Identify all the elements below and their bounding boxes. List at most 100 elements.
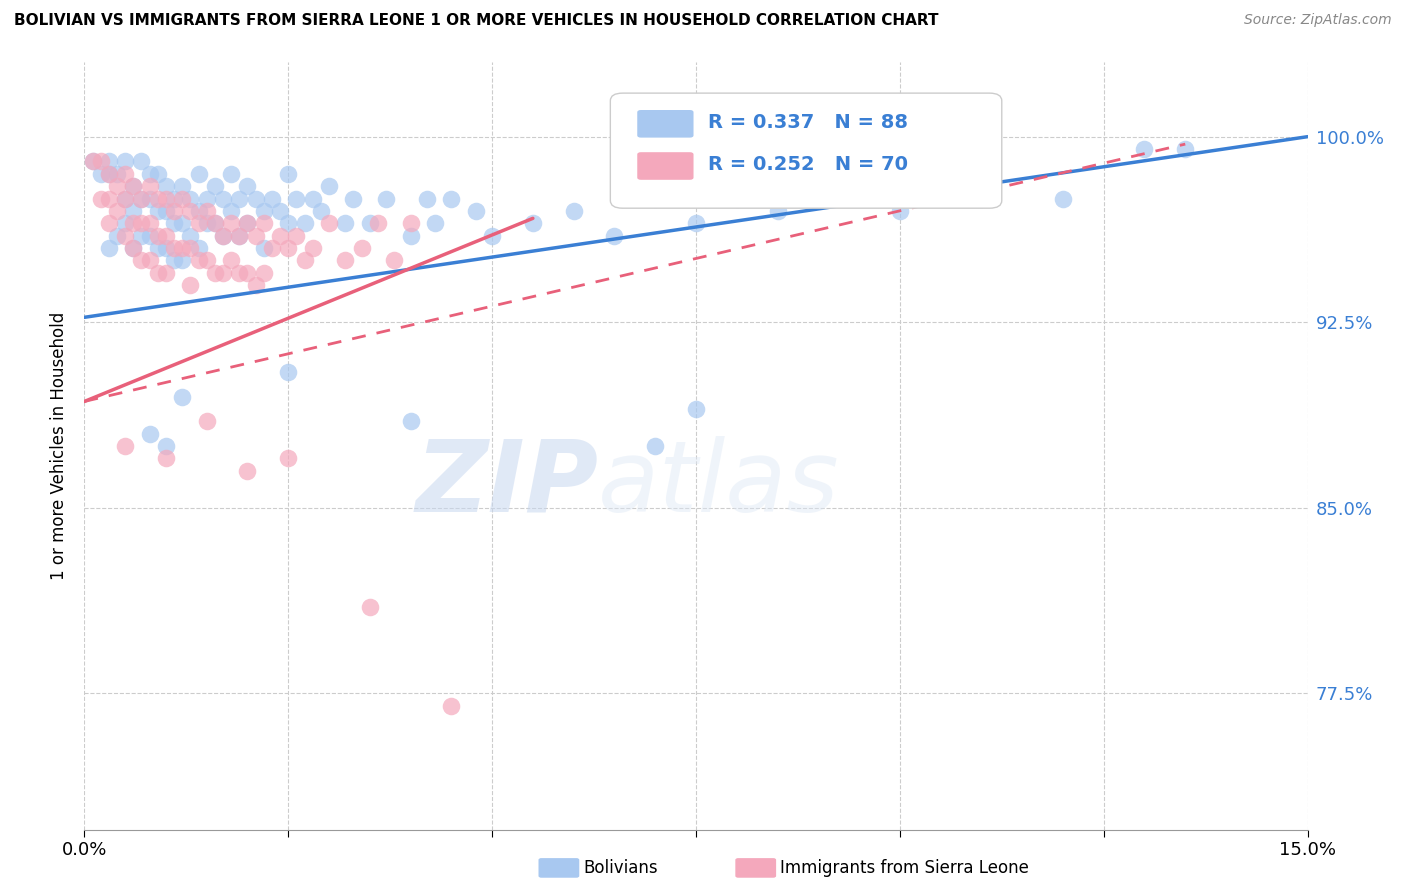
Point	[122, 179, 145, 194]
Point	[172, 253, 194, 268]
Point	[228, 228, 250, 243]
Point	[375, 192, 398, 206]
Point	[889, 203, 911, 218]
Point	[179, 241, 201, 255]
Point	[423, 216, 446, 230]
Point	[155, 228, 177, 243]
Point	[212, 266, 235, 280]
Point	[301, 241, 323, 255]
Point	[440, 192, 463, 206]
Point	[359, 216, 381, 230]
Point	[382, 253, 405, 268]
Point	[90, 192, 112, 206]
Point	[685, 401, 707, 416]
Point	[114, 167, 136, 181]
Point	[970, 192, 993, 206]
Point	[187, 167, 209, 181]
Point	[97, 241, 120, 255]
Point	[294, 216, 316, 230]
Point	[269, 203, 291, 218]
Point	[195, 203, 218, 218]
Point	[253, 216, 276, 230]
Point	[277, 241, 299, 255]
Point	[97, 192, 120, 206]
Point	[228, 266, 250, 280]
Point	[766, 203, 789, 218]
Point	[245, 192, 267, 206]
Point	[603, 228, 626, 243]
Text: R = 0.252   N = 70: R = 0.252 N = 70	[709, 155, 908, 174]
Point	[204, 216, 226, 230]
Text: Bolivians: Bolivians	[583, 859, 658, 877]
Point	[318, 216, 340, 230]
Point	[253, 266, 276, 280]
Point	[122, 203, 145, 218]
Point	[146, 167, 169, 181]
Point	[228, 228, 250, 243]
Point	[399, 216, 422, 230]
Point	[138, 228, 160, 243]
Point	[253, 241, 276, 255]
Point	[122, 179, 145, 194]
Point	[172, 390, 194, 404]
FancyBboxPatch shape	[610, 93, 1002, 208]
Point	[131, 154, 153, 169]
Point	[212, 228, 235, 243]
Point	[138, 426, 160, 441]
Point	[212, 192, 235, 206]
Point	[219, 167, 242, 181]
Point	[131, 192, 153, 206]
Point	[163, 253, 186, 268]
Point	[236, 216, 259, 230]
Point	[138, 179, 160, 194]
Point	[260, 192, 283, 206]
Point	[481, 228, 503, 243]
Point	[309, 203, 332, 218]
Text: ZIP: ZIP	[415, 436, 598, 533]
Point	[114, 192, 136, 206]
Point	[155, 241, 177, 255]
Point	[350, 241, 373, 255]
Point	[219, 216, 242, 230]
Point	[318, 179, 340, 194]
Point	[172, 192, 194, 206]
Point	[285, 228, 308, 243]
Point	[155, 203, 177, 218]
Point	[187, 241, 209, 255]
Point	[90, 154, 112, 169]
Point	[195, 253, 218, 268]
Point	[146, 203, 169, 218]
Point	[122, 241, 145, 255]
Point	[97, 167, 120, 181]
Point	[342, 192, 364, 206]
Point	[245, 278, 267, 293]
Text: R = 0.337   N = 88: R = 0.337 N = 88	[709, 112, 908, 132]
Point	[131, 192, 153, 206]
Text: Source: ZipAtlas.com: Source: ZipAtlas.com	[1244, 13, 1392, 28]
Point	[236, 464, 259, 478]
Point	[155, 179, 177, 194]
Point	[335, 253, 357, 268]
Y-axis label: 1 or more Vehicles in Household: 1 or more Vehicles in Household	[51, 312, 69, 580]
Point	[131, 253, 153, 268]
Point	[163, 203, 186, 218]
Point	[179, 203, 201, 218]
Point	[195, 216, 218, 230]
Point	[204, 216, 226, 230]
Point	[277, 216, 299, 230]
Point	[644, 439, 666, 453]
Point	[114, 192, 136, 206]
Point	[163, 216, 186, 230]
Point	[367, 216, 389, 230]
Point	[260, 241, 283, 255]
Point	[644, 192, 666, 206]
Point	[163, 192, 186, 206]
Point	[212, 228, 235, 243]
Point	[122, 241, 145, 255]
Point	[97, 216, 120, 230]
Point	[114, 228, 136, 243]
Point	[155, 192, 177, 206]
Point	[399, 228, 422, 243]
Point	[187, 216, 209, 230]
FancyBboxPatch shape	[637, 153, 693, 180]
